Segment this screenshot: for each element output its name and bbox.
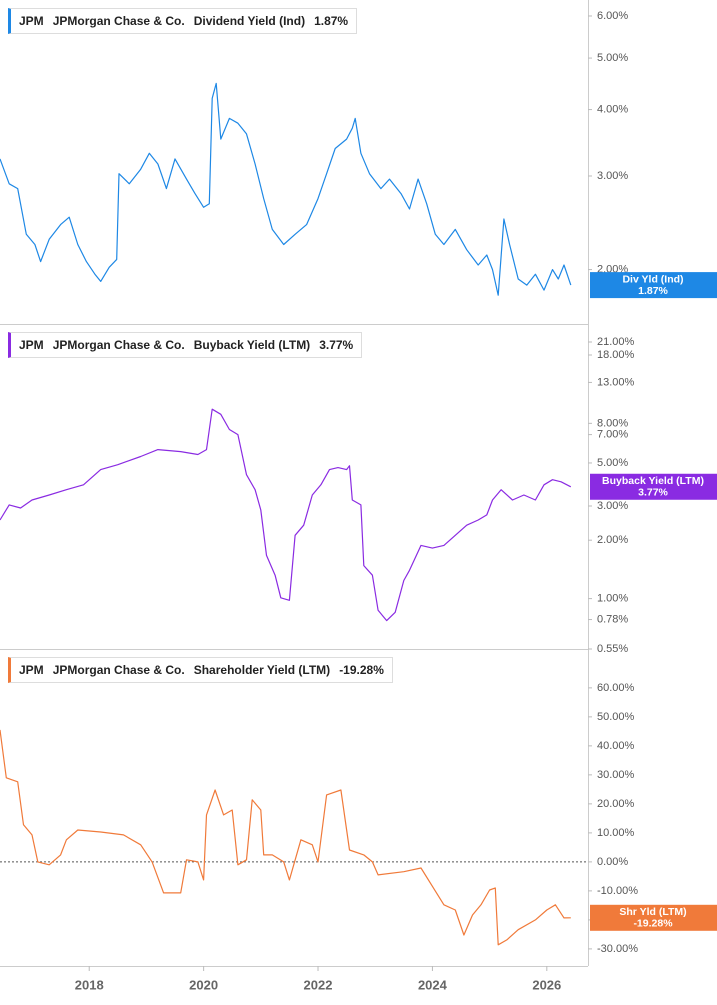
value-badge — [590, 904, 717, 931]
y-tick-label: 0.00% — [597, 856, 628, 868]
company: JPMorgan Chase & Co. — [52, 14, 185, 28]
y-tick-label: 21.00% — [597, 336, 635, 348]
metric-value: 1.87% — [314, 14, 349, 28]
x-tick-label: 2018 — [75, 977, 104, 992]
y-tick-label: 0.78% — [597, 613, 628, 625]
ticker: JPM — [19, 663, 44, 677]
company: JPMorgan Chase & Co. — [52, 338, 185, 352]
badge-label: Div Yld (Ind) — [622, 273, 683, 285]
y-tick-label: 6.00% — [597, 10, 628, 22]
series-line — [0, 408, 572, 622]
x-tick-label: 2026 — [532, 977, 561, 992]
y-tick-label: 10.00% — [597, 827, 635, 839]
ticker: JPM — [19, 14, 44, 28]
y-tick-label: 60.00% — [597, 682, 635, 694]
x-tick-label: 2022 — [304, 977, 333, 992]
series-line — [0, 82, 572, 296]
company: JPMorgan Chase & Co. — [52, 663, 185, 677]
ticker: JPM — [19, 338, 44, 352]
metric-value: -19.28% — [339, 663, 384, 677]
y-tick-label: 3.00% — [597, 500, 628, 512]
series-header: JPM JPMorgan Chase & Co. Buyback Yield (LT… — [8, 332, 363, 358]
badge-value: 1.87% — [638, 285, 668, 297]
y-tick-label: 8.00% — [597, 417, 628, 429]
metric-name: Shareholder Yield (LTM) — [193, 663, 331, 677]
y-tick-label: -30.00% — [597, 943, 638, 955]
y-tick-label: 4.00% — [597, 103, 628, 115]
value-badge — [590, 272, 717, 299]
y-tick-label: 30.00% — [597, 769, 635, 781]
y-tick-label: -10.00% — [597, 885, 638, 897]
y-tick-label: 0.55% — [597, 643, 628, 655]
y-tick-label: 7.00% — [597, 429, 628, 441]
badge-label: Shr Yld (LTM) — [619, 906, 686, 918]
y-tick-label: 5.00% — [597, 457, 628, 469]
metric-name: Buyback Yield (LTM) — [193, 338, 311, 352]
y-tick-label: 18.00% — [597, 349, 635, 361]
y-tick-label: 2.00% — [597, 534, 628, 546]
value-badge — [590, 473, 717, 500]
series-line — [0, 729, 571, 946]
y-tick-label: 3.00% — [597, 170, 628, 182]
series-header: JPM JPMorgan Chase & Co. Shareholder Yield… — [8, 657, 393, 683]
x-tick-label: 2024 — [418, 977, 448, 992]
y-tick-label: 20.00% — [597, 798, 635, 810]
y-tick-label: 13.00% — [597, 376, 635, 388]
y-tick-label: 1.00% — [597, 593, 628, 605]
y-tick-label: 40.00% — [597, 740, 635, 752]
series-header: JPM JPMorgan Chase & Co. Dividend Yield (I… — [8, 8, 358, 34]
badge-value: 3.77% — [638, 487, 668, 499]
badge-label: Buyback Yield (LTM) — [602, 475, 704, 487]
y-tick-label: 50.00% — [597, 711, 635, 723]
metric-name: Dividend Yield (Ind) — [193, 14, 306, 28]
badge-value: -19.28% — [633, 918, 673, 930]
y-tick-label: 5.00% — [597, 52, 628, 64]
metric-value: 3.77% — [319, 338, 354, 352]
x-tick-label: 2020 — [189, 977, 218, 992]
